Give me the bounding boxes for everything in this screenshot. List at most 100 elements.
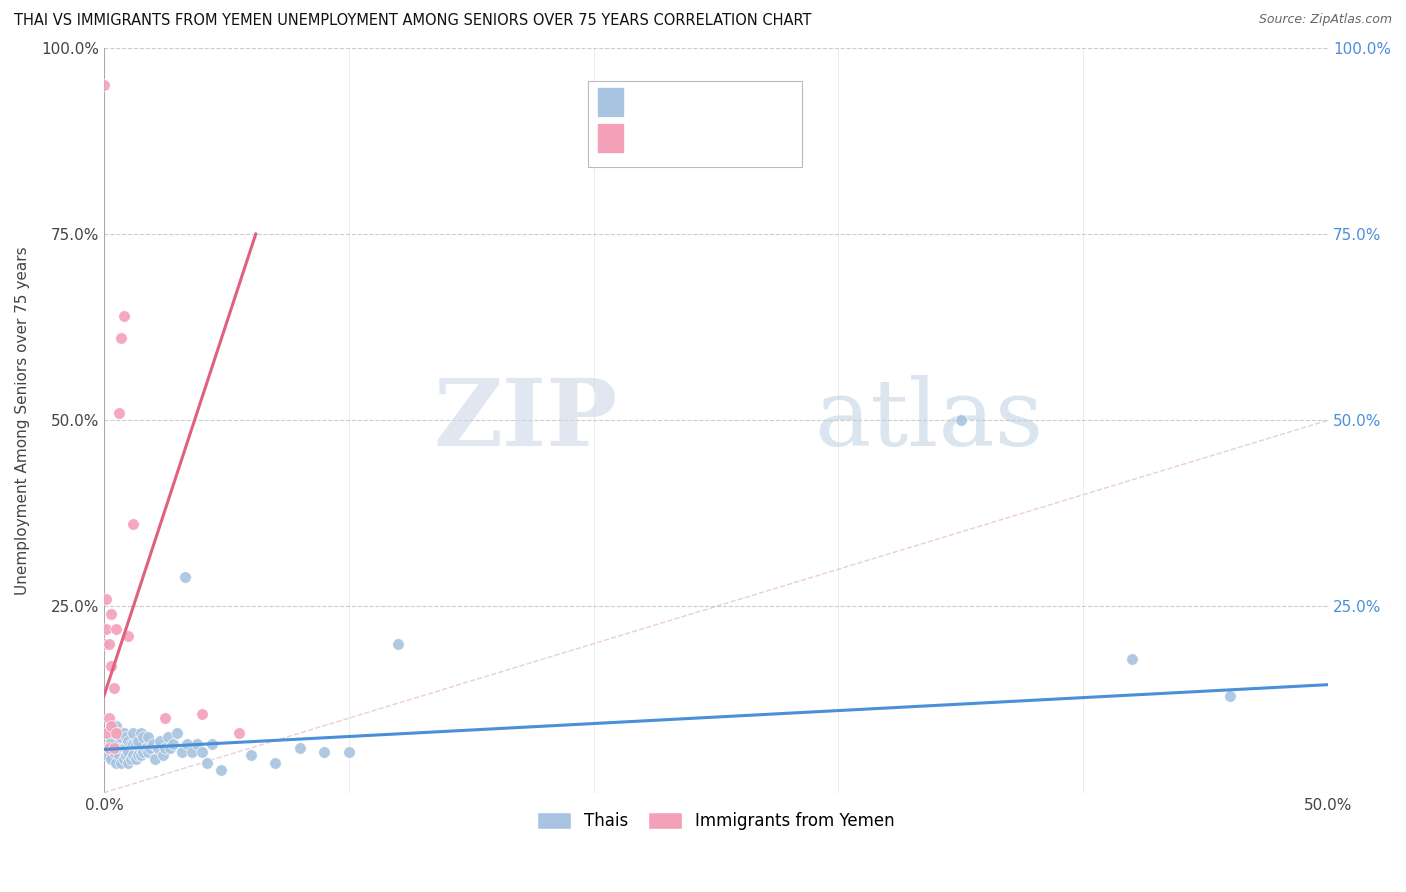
Point bbox=[173, 569, 195, 583]
Point bbox=[191, 707, 214, 722]
Point bbox=[107, 748, 129, 763]
Point bbox=[125, 752, 148, 766]
Point bbox=[93, 78, 115, 92]
Point bbox=[129, 748, 152, 763]
Point bbox=[112, 741, 135, 756]
Point bbox=[115, 748, 138, 763]
Point bbox=[132, 730, 155, 744]
Text: Source: ZipAtlas.com: Source: ZipAtlas.com bbox=[1258, 13, 1392, 27]
Point bbox=[97, 637, 120, 651]
Point bbox=[112, 752, 135, 766]
Point bbox=[110, 331, 132, 345]
Point bbox=[103, 741, 125, 756]
Point bbox=[129, 726, 152, 740]
Point bbox=[264, 756, 287, 770]
Point bbox=[314, 745, 336, 759]
Point bbox=[139, 741, 162, 756]
Point bbox=[117, 629, 139, 643]
Point bbox=[136, 745, 159, 759]
Point bbox=[149, 733, 172, 747]
Point bbox=[100, 733, 122, 747]
Point bbox=[105, 718, 128, 732]
Point bbox=[136, 730, 159, 744]
Point bbox=[387, 637, 409, 651]
Point bbox=[1219, 689, 1241, 703]
Point bbox=[115, 730, 138, 744]
Point bbox=[172, 745, 194, 759]
Point bbox=[103, 726, 125, 740]
Point bbox=[107, 406, 129, 420]
Point bbox=[152, 748, 174, 763]
Point bbox=[191, 745, 214, 759]
Point bbox=[110, 756, 132, 770]
Point bbox=[107, 726, 129, 740]
Text: 0.407: 0.407 bbox=[668, 130, 721, 148]
Text: N =: N = bbox=[707, 130, 755, 148]
Point bbox=[100, 718, 122, 732]
Point bbox=[96, 726, 118, 740]
Point bbox=[120, 752, 142, 766]
Point bbox=[105, 622, 128, 636]
Point bbox=[195, 756, 218, 770]
Point bbox=[176, 737, 198, 751]
Point bbox=[239, 748, 262, 763]
Point bbox=[117, 733, 139, 747]
Point bbox=[127, 748, 149, 763]
Point bbox=[100, 659, 122, 673]
Point bbox=[153, 741, 176, 756]
Point bbox=[122, 517, 145, 532]
Point bbox=[105, 756, 128, 770]
Text: N =: N = bbox=[707, 95, 755, 112]
Point bbox=[100, 752, 122, 766]
Point bbox=[110, 730, 132, 744]
FancyBboxPatch shape bbox=[598, 87, 624, 117]
Point bbox=[112, 726, 135, 740]
Y-axis label: Unemployment Among Seniors over 75 years: Unemployment Among Seniors over 75 years bbox=[15, 246, 30, 595]
Point bbox=[186, 737, 208, 751]
Point bbox=[103, 745, 125, 759]
Point bbox=[166, 726, 188, 740]
Point bbox=[97, 711, 120, 725]
FancyBboxPatch shape bbox=[588, 81, 801, 167]
Point bbox=[117, 756, 139, 770]
Point bbox=[103, 681, 125, 696]
Point bbox=[112, 309, 135, 323]
Point bbox=[96, 592, 118, 607]
Point bbox=[97, 741, 120, 756]
Text: 23: 23 bbox=[749, 130, 772, 148]
Point bbox=[125, 737, 148, 751]
Point bbox=[228, 726, 250, 740]
Text: R =: R = bbox=[634, 95, 671, 112]
Point bbox=[100, 607, 122, 621]
Point bbox=[127, 733, 149, 747]
Point bbox=[110, 741, 132, 756]
Point bbox=[153, 711, 176, 725]
Point bbox=[949, 413, 972, 427]
FancyBboxPatch shape bbox=[598, 123, 624, 153]
Text: ZIP: ZIP bbox=[434, 376, 619, 466]
Point bbox=[181, 745, 204, 759]
Point bbox=[96, 748, 118, 763]
Point bbox=[122, 726, 145, 740]
Point bbox=[162, 737, 184, 751]
Point bbox=[122, 737, 145, 751]
Text: atlas: atlas bbox=[814, 376, 1043, 466]
Point bbox=[337, 745, 360, 759]
Point bbox=[105, 726, 128, 740]
Point bbox=[146, 741, 169, 756]
Point bbox=[156, 730, 179, 744]
Legend: Thais, Immigrants from Yemen: Thais, Immigrants from Yemen bbox=[531, 805, 901, 837]
Point bbox=[135, 741, 157, 756]
Text: 0.162: 0.162 bbox=[668, 95, 721, 112]
Point bbox=[159, 741, 181, 756]
Point bbox=[145, 752, 167, 766]
Point bbox=[211, 764, 233, 778]
Point bbox=[115, 741, 138, 756]
Point bbox=[105, 741, 128, 756]
Point bbox=[288, 741, 311, 756]
Text: 70: 70 bbox=[749, 95, 772, 112]
Text: R =: R = bbox=[634, 130, 671, 148]
Text: THAI VS IMMIGRANTS FROM YEMEN UNEMPLOYMENT AMONG SENIORS OVER 75 YEARS CORRELATI: THAI VS IMMIGRANTS FROM YEMEN UNEMPLOYME… bbox=[14, 13, 811, 29]
Point bbox=[93, 741, 115, 756]
Point bbox=[117, 745, 139, 759]
